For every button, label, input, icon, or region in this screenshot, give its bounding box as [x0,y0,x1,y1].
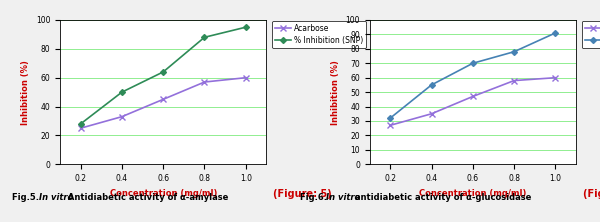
Acarbose [511,79,518,82]
Text: (Figure: 6): (Figure: 6) [583,189,600,199]
% Inhibition (SNP) [242,26,250,29]
% of Inhibition (SNP) [469,62,476,65]
% Inhibition (SNP) [160,71,167,73]
Text: Fig.5.: Fig.5. [12,193,42,202]
Text: In vitro: In vitro [326,193,360,202]
% of Inhibition (SNP) [386,117,394,119]
Text: Antidiabetic activity of α-amylase: Antidiabetic activity of α-amylase [65,193,228,202]
% of Inhibition (SNP) [428,83,435,86]
% Inhibition (SNP) [118,91,125,93]
Acarbose [386,124,394,127]
Y-axis label: Inhibition (%): Inhibition (%) [21,60,30,125]
Line: % of Inhibition (SNP): % of Inhibition (SNP) [388,31,557,120]
Y-axis label: Inhibition (%): Inhibition (%) [331,60,340,125]
Legend: Acarbose, % of Inhibition (SNP): Acarbose, % of Inhibition (SNP) [582,21,600,48]
% Inhibition (SNP) [201,36,208,39]
Text: Fig.6.: Fig.6. [300,193,330,202]
Acarbose [201,81,208,83]
Acarbose [242,76,250,79]
Text: In vitro: In vitro [39,193,73,202]
Acarbose [118,115,125,118]
Acarbose [77,127,84,130]
Text: antidiabetic activity of α-glucosidase: antidiabetic activity of α-glucosidase [352,193,531,202]
X-axis label: Concentration (mg/ml): Concentration (mg/ml) [419,188,526,198]
Text: (Figure: 5): (Figure: 5) [274,189,332,199]
Acarbose [428,112,435,115]
% of Inhibition (SNP) [511,50,518,53]
% Inhibition (SNP) [77,123,84,125]
Acarbose [469,95,476,98]
Line: Acarbose: Acarbose [78,75,248,131]
Legend: Acarbose, % Inhibition (SNP): Acarbose, % Inhibition (SNP) [272,21,366,48]
Acarbose [160,98,167,101]
Line: Acarbose: Acarbose [388,75,558,128]
% of Inhibition (SNP) [552,32,559,34]
Line: % Inhibition (SNP): % Inhibition (SNP) [79,25,248,126]
X-axis label: Concentration (mg/ml): Concentration (mg/ml) [110,188,217,198]
Acarbose [552,76,559,79]
